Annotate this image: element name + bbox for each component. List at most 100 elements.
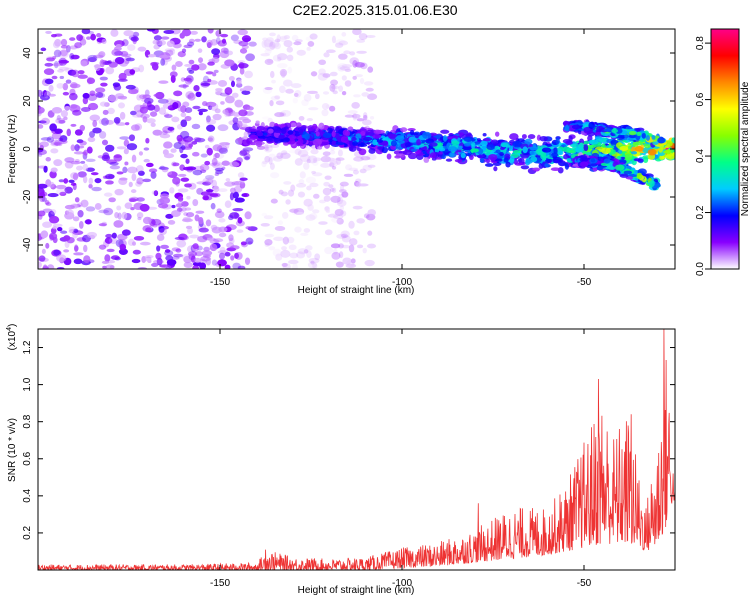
spectrogram-cell [103,192,113,197]
spectrogram-cell [39,191,48,197]
spectrogram-cell [185,225,193,230]
spectrogram-ridge-cell [288,134,297,140]
spectrogram-cell [265,146,270,151]
spectrogram-ridge-cell [376,139,384,143]
spectrogram-cell [98,244,107,250]
spectrogram-cell [50,148,59,154]
spectrogram-cell [48,215,60,224]
spectrogram-cell [192,105,201,110]
spectrogram-ridge-cell [349,145,357,152]
spectrogram-cell [318,221,328,225]
spectrogram-ridge-cell [316,146,323,150]
spectrogram-cell [108,174,115,179]
spectrogram-ridge-cell [409,129,415,136]
spectrogram-cell [87,93,98,101]
spectrogram-cell [101,139,109,146]
spectrogram-cell [66,209,74,217]
spectrogram-cell [69,53,75,60]
spectrogram-cell [59,191,67,196]
spectrogram-ridge-cell [447,146,458,152]
chart-title: C2E2.2025.315.01.06.E30 [292,2,457,18]
spectrogram-cell [109,237,118,245]
spectrogram-cell [56,254,67,263]
spectrogram-cell [127,88,139,95]
spectrogram-cell [183,261,193,268]
spectrogram-cell [58,179,65,183]
spectrogram-cell [58,119,66,124]
spectrogram-cell [38,153,43,157]
spectrogram-cell [124,122,130,126]
spectrogram-cell [99,131,107,139]
spectrogram-cell [264,48,272,55]
spectrogram-cell [313,193,320,199]
spectrogram-cell [262,161,268,165]
spectrogram-ridge-cell [641,132,646,139]
spectrogram-cell [294,226,302,233]
spectrogram-cell [345,164,353,171]
spectrogram-cell [44,62,54,67]
spectrogram-ridge-cell [440,129,450,134]
spectrogram-cell [107,60,112,64]
spectrogram-cell [281,211,289,219]
spectrogram-cell [99,67,105,74]
spectrogram-cell [101,260,110,265]
spectrogram-cell [167,126,175,131]
spectrogram-cell [341,191,349,198]
spectrogram-cell [206,39,213,48]
spectrogram-cell [193,137,202,142]
spectrogram-cell [148,168,158,173]
spectrogram-cell [155,252,162,260]
spectrogram-cell [177,106,186,112]
spectrogram-cell [181,145,186,151]
spectrogram-cell [236,78,242,85]
spectrogram-cell [87,30,94,35]
spectrogram-cell [320,155,332,163]
spectrogram-cell [367,93,378,101]
spectrogram-cell [142,178,152,183]
spectrogram-cell [290,184,296,192]
spectrogram-cell [192,243,199,250]
spectrogram-cell [367,209,377,217]
spectrogram-ridge-cell [527,134,536,140]
spectrogram-cell [234,252,243,260]
spectrogram-cell [211,48,221,55]
spectrogram-cell [279,85,286,94]
spectrogram-cell [339,181,349,187]
spectrogram-cell [166,171,173,176]
spectrogram-cell [264,233,275,238]
spectrogram-cell [50,208,57,215]
spectrogram-ridge-cell [512,140,523,148]
spectrogram-ridge-cell [579,161,589,168]
spectrogram-ridge-cell [297,138,304,145]
spectrogram-cell [60,49,68,57]
spectrogram-cell [323,181,330,187]
spectrogram-cell [153,259,164,265]
spectrogram-cell [98,209,110,214]
spectrogram-cell [356,39,366,43]
spectrogram-cell [206,41,212,49]
spectrogram-ridge-cell [368,147,376,154]
colorbar-tick-label: 0.8 [695,36,706,50]
spectrogram-cell [150,171,157,179]
snr-y-tick-label: 0.6 [22,451,33,465]
spectrogram-cell [82,97,89,105]
spectrogram-cell [358,33,368,41]
spectrogram-cell [234,197,245,203]
spectrogram-marks [38,29,675,269]
spectrogram-cell [178,199,184,206]
spectrogram-ridge-cell [463,136,474,142]
spectrogram-cell [158,166,170,170]
spectrogram-cell [82,175,88,184]
colorbar-label: Normalized spectral amplitude [740,81,750,216]
spectrogram-cell [188,38,195,44]
spectrogram-cell [180,130,190,139]
spectrogram-cell [238,62,245,69]
spectrogram-ridge-cell [494,158,503,162]
spectrogram-cell [287,66,293,74]
snr-y-axis-label: SNR (10 * v/v) [7,418,18,482]
spectrogram-cell [74,197,80,203]
snr-x-axis-label: Height of straight line (km) [298,585,415,596]
spectrogram-cell [105,233,113,239]
spectrogram-ridge-cell [312,123,318,130]
spectrogram-cell [158,80,169,84]
